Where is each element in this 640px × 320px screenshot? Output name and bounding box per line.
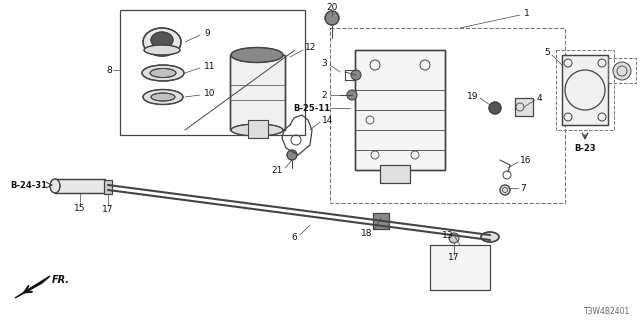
Ellipse shape xyxy=(151,93,175,101)
Text: 1: 1 xyxy=(524,9,530,18)
Text: 11: 11 xyxy=(204,61,216,70)
Bar xyxy=(562,55,608,125)
Bar xyxy=(330,28,565,203)
Ellipse shape xyxy=(231,124,283,136)
Text: 21: 21 xyxy=(271,165,283,174)
Bar xyxy=(104,180,112,194)
Text: 7: 7 xyxy=(520,183,525,193)
Bar xyxy=(556,50,614,130)
Text: 13: 13 xyxy=(442,230,453,239)
Text: FR.: FR. xyxy=(52,275,70,285)
Text: 17: 17 xyxy=(102,204,114,213)
Text: 3: 3 xyxy=(321,59,327,68)
Text: 16: 16 xyxy=(520,156,531,164)
Text: T3W4B2401: T3W4B2401 xyxy=(584,308,630,316)
Bar xyxy=(55,179,105,193)
Bar xyxy=(230,55,285,130)
Text: 20: 20 xyxy=(326,3,338,12)
Bar xyxy=(515,98,533,116)
Circle shape xyxy=(347,90,357,100)
Bar xyxy=(430,245,490,290)
Bar xyxy=(355,50,445,170)
Bar xyxy=(430,245,490,290)
Polygon shape xyxy=(15,276,50,298)
Ellipse shape xyxy=(151,32,173,48)
Ellipse shape xyxy=(231,47,283,62)
Text: 2: 2 xyxy=(321,91,327,100)
Text: 12: 12 xyxy=(305,43,316,52)
Circle shape xyxy=(500,185,510,195)
Bar xyxy=(373,213,389,229)
Ellipse shape xyxy=(144,45,180,55)
Text: 4: 4 xyxy=(537,93,543,102)
Ellipse shape xyxy=(142,65,184,81)
Bar xyxy=(608,58,636,83)
Circle shape xyxy=(287,150,297,160)
Circle shape xyxy=(489,102,501,114)
Text: 8: 8 xyxy=(106,66,112,75)
Bar xyxy=(120,10,305,135)
Circle shape xyxy=(325,11,339,25)
Text: 5: 5 xyxy=(544,47,550,57)
Bar xyxy=(55,179,105,193)
Ellipse shape xyxy=(481,232,499,242)
Bar xyxy=(380,165,410,183)
Text: 9: 9 xyxy=(204,28,210,37)
Text: 14: 14 xyxy=(322,116,333,124)
Bar xyxy=(373,213,389,229)
Bar xyxy=(562,55,608,125)
Text: 18: 18 xyxy=(360,228,372,237)
Text: B-23: B-23 xyxy=(574,143,596,153)
Text: 15: 15 xyxy=(74,204,86,212)
Text: 19: 19 xyxy=(467,92,478,100)
Circle shape xyxy=(351,70,361,80)
Bar xyxy=(515,98,533,116)
Text: 6: 6 xyxy=(291,233,297,242)
Bar xyxy=(230,55,285,130)
Ellipse shape xyxy=(50,179,60,193)
Circle shape xyxy=(613,62,631,80)
Bar xyxy=(248,120,268,138)
Text: B-25-11: B-25-11 xyxy=(293,103,330,113)
Text: 10: 10 xyxy=(204,89,216,98)
Circle shape xyxy=(449,233,459,243)
Ellipse shape xyxy=(150,68,176,77)
Ellipse shape xyxy=(143,28,181,56)
Bar xyxy=(104,180,112,194)
Bar xyxy=(355,50,445,170)
Text: B-24-31: B-24-31 xyxy=(10,180,47,189)
Text: 17: 17 xyxy=(448,253,460,262)
Ellipse shape xyxy=(143,90,183,105)
Bar xyxy=(380,165,410,183)
